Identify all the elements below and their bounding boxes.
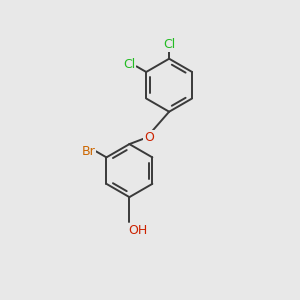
- Text: O: O: [144, 131, 154, 144]
- Text: Cl: Cl: [123, 58, 135, 70]
- Text: Br: Br: [82, 145, 95, 158]
- Text: OH: OH: [128, 224, 147, 237]
- Text: Cl: Cl: [163, 38, 175, 50]
